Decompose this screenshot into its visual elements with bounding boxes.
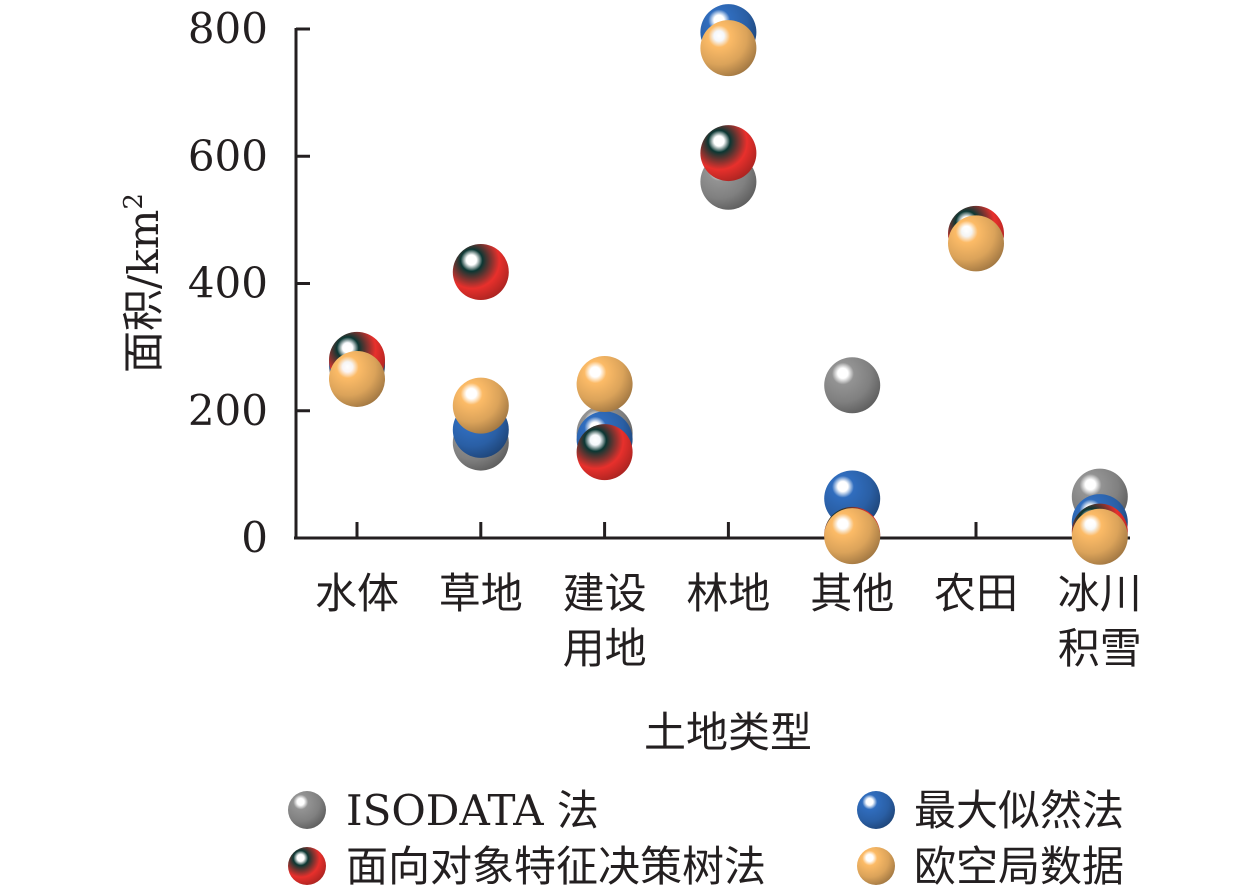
- x-tick-label: 水体: [315, 569, 399, 618]
- legend-label: 欧空局数据: [914, 842, 1124, 891]
- legend-marker: [288, 791, 326, 829]
- x-axis-title: 土地类型: [644, 708, 812, 757]
- legend-label: 最大似然法: [914, 786, 1124, 835]
- legend-marker: [857, 791, 895, 829]
- y-tick-label: 800: [188, 4, 268, 53]
- y-tick-label: 600: [188, 131, 268, 180]
- data-point: [948, 215, 1004, 272]
- data-point: [576, 424, 633, 481]
- data-point: [824, 508, 881, 565]
- data-point: [452, 377, 509, 434]
- y-tick-label: 200: [188, 386, 268, 435]
- y-tick-label: 400: [188, 259, 268, 308]
- x-tick-label: 林地: [686, 569, 770, 618]
- data-point: [700, 20, 757, 77]
- x-tick-label: 建设: [563, 569, 647, 618]
- x-tick-label: 其他: [810, 569, 894, 618]
- legend-label: ISODATA 法: [346, 786, 599, 835]
- x-tick-label: 农田: [934, 569, 1018, 618]
- data-point: [329, 350, 385, 407]
- legend-marker: [857, 847, 895, 885]
- y-tick-label: 0: [241, 513, 268, 562]
- data-point: [700, 125, 757, 182]
- data-points: [329, 4, 1128, 565]
- data-point: [1071, 508, 1128, 565]
- y-axis-title: 面积/km2: [119, 193, 168, 373]
- x-tick-label: 用地: [563, 624, 647, 673]
- data-point: [452, 244, 509, 301]
- data-point: [824, 357, 881, 414]
- x-tick-label: 冰川: [1058, 569, 1142, 618]
- legend-marker: [288, 847, 326, 885]
- x-tick-label: 积雪: [1058, 624, 1142, 673]
- legend-label: 面向对象特征决策树法: [346, 842, 766, 891]
- y-axis: 0 200 400 600 800: [188, 4, 310, 562]
- x-tick-label: 草地: [439, 569, 523, 618]
- data-point: [576, 356, 633, 413]
